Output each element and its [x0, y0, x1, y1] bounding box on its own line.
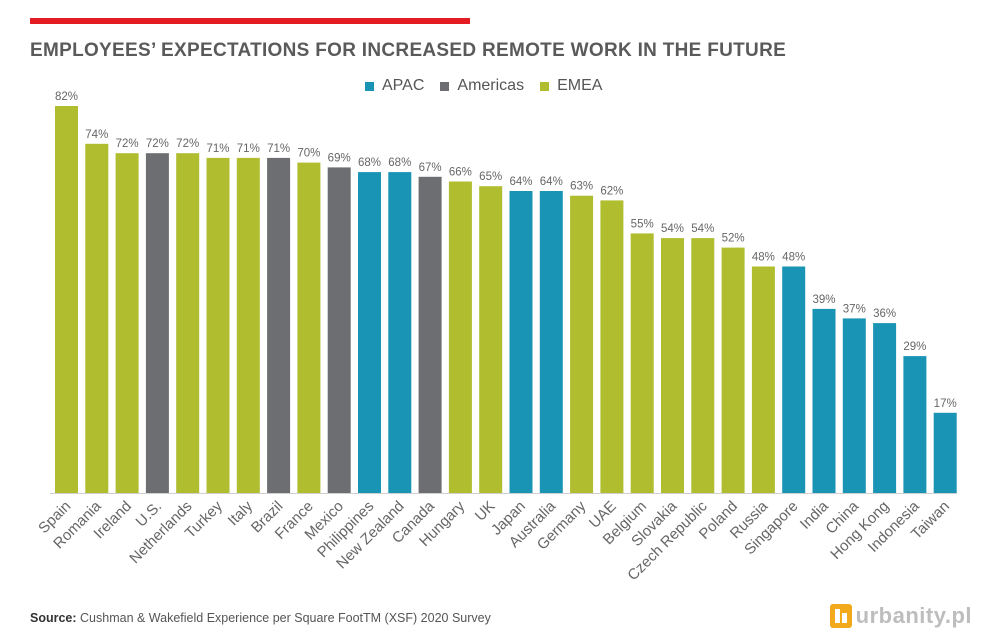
- bar-australia: [539, 191, 563, 493]
- data-label-uae: 62%: [600, 185, 623, 197]
- legend-label-emea: EMEA: [557, 77, 603, 94]
- legend-swatch-americas: [440, 81, 450, 91]
- data-label-romania: 74%: [85, 129, 108, 141]
- bar-germany: [570, 195, 594, 493]
- data-label-france: 70%: [297, 148, 320, 160]
- data-label-philippines: 68%: [358, 157, 381, 169]
- bar-uk: [479, 186, 503, 493]
- data-label-slovakia: 54%: [661, 223, 684, 235]
- logo-icon: [829, 604, 852, 628]
- data-label-india: 39%: [812, 294, 835, 306]
- source-text: Cushman & Wakefield Experience per Squar…: [76, 611, 491, 625]
- bar-china: [842, 318, 866, 493]
- bar-brazil: [267, 157, 291, 493]
- data-label-czech-republic: 54%: [691, 223, 714, 235]
- bar-hungary: [448, 181, 472, 493]
- bar-uae: [600, 200, 624, 493]
- bar-new-zealand: [388, 172, 412, 493]
- data-label-china: 37%: [843, 303, 866, 315]
- data-label-indonesia: 29%: [903, 341, 926, 353]
- legend-label-americas: Americas: [457, 77, 525, 94]
- data-label-belgium: 55%: [631, 218, 654, 230]
- data-label-mexico: 69%: [328, 152, 351, 164]
- data-label-ireland: 72%: [116, 138, 139, 150]
- data-label-hungary: 66%: [449, 167, 472, 179]
- bar-italy: [236, 157, 260, 493]
- bar-u-s-: [145, 153, 169, 493]
- legend-item-americas: Americas: [440, 77, 524, 95]
- data-label-turkey: 71%: [206, 143, 229, 155]
- data-label-germany: 63%: [570, 181, 593, 193]
- bar-singapore: [782, 266, 806, 493]
- data-label-spain: 82%: [55, 91, 78, 103]
- logo-text: urbanity.pl: [855, 603, 972, 628]
- bar-ireland: [115, 153, 139, 493]
- data-label-italy: 71%: [237, 143, 260, 155]
- data-label-u-s-: 72%: [146, 138, 169, 150]
- legend-item-apac: APAC: [365, 77, 424, 95]
- data-label-hong-kong: 36%: [873, 308, 896, 320]
- data-label-new-zealand: 68%: [388, 157, 411, 169]
- bar-mexico: [327, 167, 351, 493]
- bar-belgium: [630, 233, 654, 493]
- data-label-canada: 67%: [419, 162, 442, 174]
- legend-label-apac: APAC: [382, 77, 425, 94]
- legend-swatch-apac: [365, 81, 374, 91]
- bar-netherlands: [176, 153, 200, 493]
- bar-romania: [85, 143, 109, 494]
- data-label-japan: 64%: [509, 176, 532, 188]
- bar-spain: [55, 106, 78, 493]
- bar-hong-kong: [873, 323, 897, 493]
- data-label-poland: 52%: [722, 233, 745, 245]
- bar-japan: [509, 191, 533, 493]
- bar-turkey: [206, 157, 230, 493]
- source-label: Source:: [30, 611, 77, 625]
- data-label-russia: 48%: [752, 252, 775, 264]
- bar-france: [297, 162, 321, 493]
- source-note: Source: Cushman & Wakefield Experience p…: [30, 611, 491, 625]
- bar-taiwan: [933, 412, 957, 493]
- bar-russia: [751, 266, 775, 493]
- legend-item-emea: EMEA: [540, 77, 602, 95]
- bar-india: [812, 308, 836, 493]
- chart-title: EMPLOYEES’ EXPECTATIONS FOR INCREASED RE…: [30, 40, 787, 61]
- bar-indonesia: [903, 356, 927, 493]
- bar-philippines: [358, 172, 381, 493]
- watermark-logo: urbanity.pl: [829, 603, 972, 629]
- top-accent-bar: [30, 18, 470, 24]
- data-label-brazil: 71%: [267, 143, 290, 155]
- data-label-taiwan: 17%: [934, 398, 957, 410]
- data-label-netherlands: 72%: [176, 138, 199, 150]
- data-label-singapore: 48%: [782, 252, 805, 264]
- bar-czech-republic: [691, 238, 715, 493]
- legend: APAC Americas EMEA: [365, 77, 602, 95]
- data-label-australia: 64%: [540, 176, 563, 188]
- legend-swatch-emea: [540, 81, 550, 91]
- bar-canada: [418, 176, 442, 494]
- data-label-uk: 65%: [479, 171, 502, 183]
- bar-slovakia: [661, 238, 684, 493]
- bar-poland: [721, 247, 745, 493]
